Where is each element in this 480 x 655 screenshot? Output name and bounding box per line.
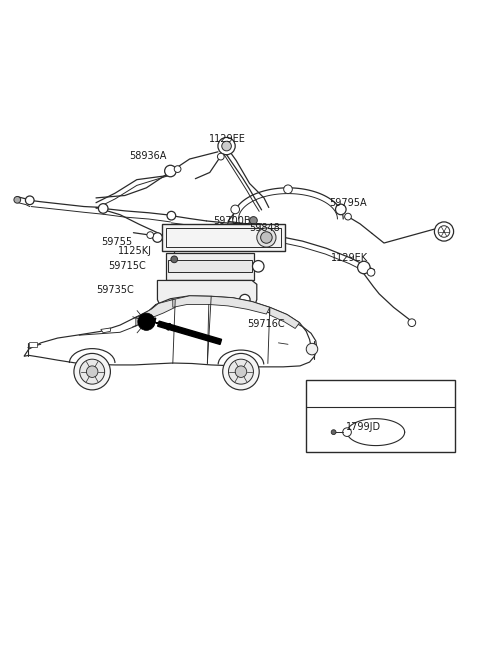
Bar [162,224,285,251]
Circle shape [222,141,231,151]
Circle shape [86,366,98,377]
Text: 1129EK: 1129EK [331,253,368,263]
Text: 59700B: 59700B [214,215,251,226]
Circle shape [98,204,108,214]
Circle shape [153,233,162,242]
Polygon shape [136,299,175,326]
Circle shape [358,261,370,274]
Circle shape [200,336,208,345]
Circle shape [167,212,176,220]
Circle shape [165,165,176,177]
Circle shape [343,428,351,436]
Text: 1799JD: 1799JD [346,422,381,432]
Text: 59755: 59755 [101,237,132,248]
Circle shape [331,430,336,434]
Circle shape [80,359,105,384]
Circle shape [223,354,259,390]
Text: 59848: 59848 [250,223,280,233]
Bar [166,228,281,248]
Text: 58936A: 58936A [130,151,167,161]
Circle shape [25,196,34,204]
Circle shape [434,222,454,241]
Circle shape [261,232,272,243]
Bar [168,260,252,272]
Circle shape [197,326,211,339]
Text: 59795A: 59795A [329,198,366,208]
Circle shape [74,354,110,390]
FancyArrow shape [157,321,222,345]
Bar [29,342,37,346]
Circle shape [218,138,235,155]
Text: 1125KJ: 1125KJ [118,246,152,257]
FancyArrow shape [147,318,159,326]
Circle shape [257,228,276,247]
Text: 59716C: 59716C [247,319,285,329]
Circle shape [171,256,178,263]
Text: 59735C: 59735C [96,285,134,295]
Circle shape [14,196,21,203]
Circle shape [217,153,224,160]
Circle shape [336,204,346,215]
Circle shape [138,313,155,330]
Circle shape [174,166,181,172]
Circle shape [168,299,180,312]
Circle shape [240,294,250,305]
Circle shape [228,359,253,384]
Circle shape [250,217,257,224]
Circle shape [235,366,247,377]
Polygon shape [101,328,110,333]
Circle shape [252,261,264,272]
Text: 59715C: 59715C [108,261,146,271]
Text: 1129EE: 1129EE [209,134,246,143]
Polygon shape [157,280,257,318]
Circle shape [147,232,154,238]
Circle shape [408,319,416,327]
Circle shape [345,214,351,220]
Polygon shape [173,296,270,314]
Circle shape [438,226,450,237]
Circle shape [306,343,318,355]
Circle shape [231,205,240,214]
Bar [306,381,455,453]
Circle shape [205,301,217,313]
Circle shape [367,269,375,276]
Polygon shape [270,307,300,328]
Bar [166,253,254,280]
Circle shape [284,185,292,194]
Polygon shape [24,301,317,367]
